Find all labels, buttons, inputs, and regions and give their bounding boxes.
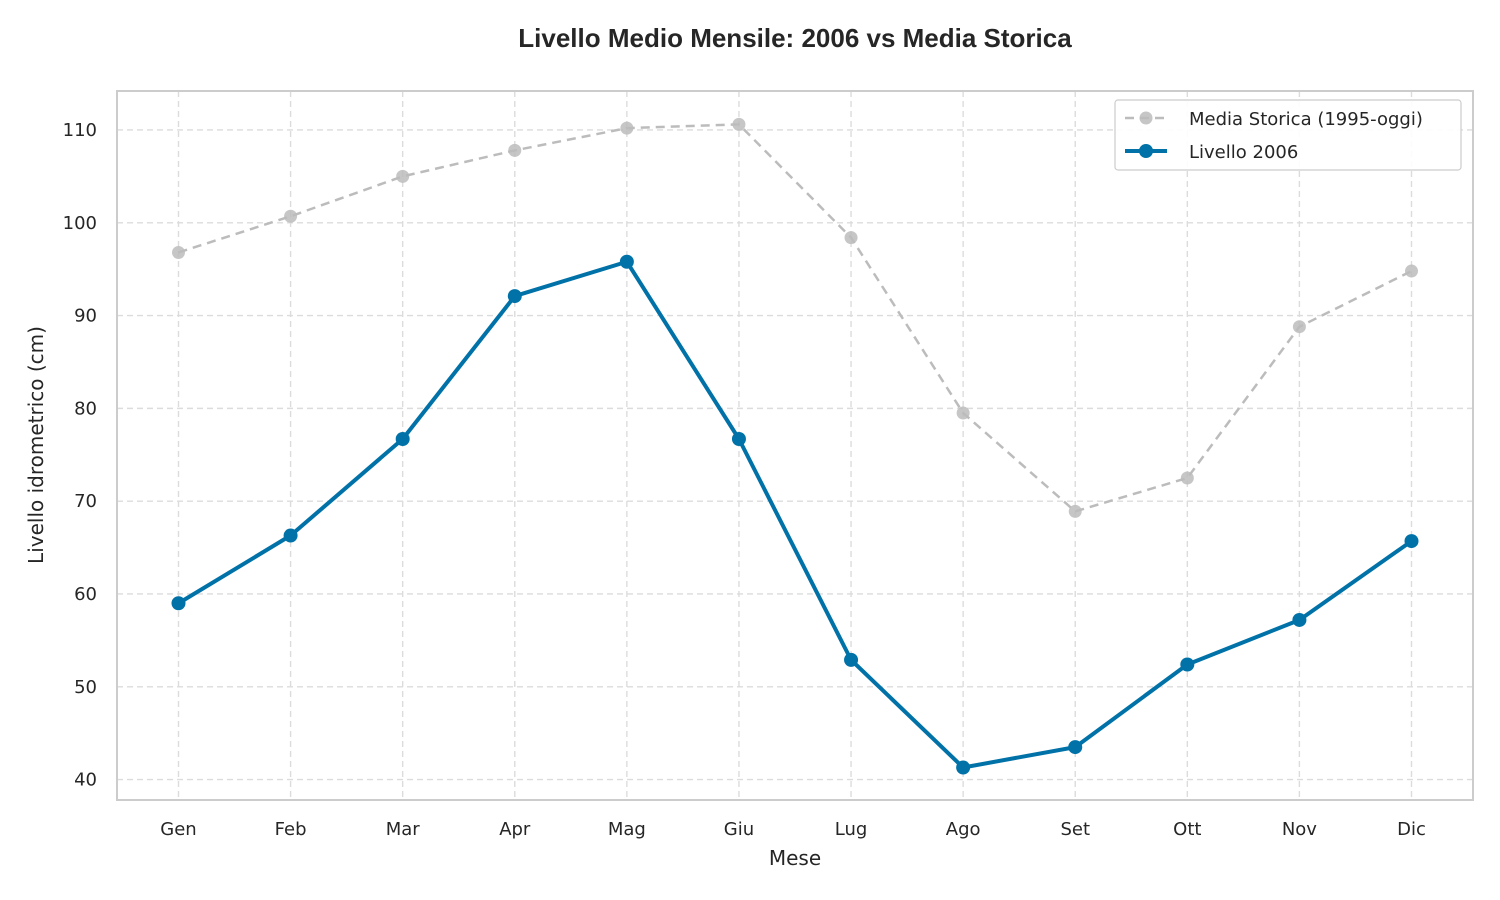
x-tick-label: Gen: [160, 819, 196, 840]
y-tick-label: 40: [74, 770, 97, 791]
x-tick-label: Dic: [1397, 819, 1426, 840]
series-layer: [171, 117, 1419, 775]
series-line: [178, 123, 1413, 513]
series-1: [172, 117, 1418, 518]
data-point: [956, 406, 970, 420]
series-line: [177, 259, 1413, 770]
x-tick-label: Nov: [1282, 819, 1317, 840]
data-point: [395, 432, 410, 447]
y-tick-label: 100: [63, 213, 97, 234]
data-point: [1180, 657, 1195, 672]
data-point: [1292, 320, 1306, 334]
data-point: [283, 528, 298, 543]
data-point: [1068, 740, 1083, 755]
data-point: [1405, 264, 1418, 278]
x-tick-label: Apr: [499, 819, 531, 840]
legend-label: Livello 2006: [1189, 142, 1298, 163]
data-point: [284, 209, 298, 223]
tick-labels: Gen Feb Mar Apr Mag Giu Lug Ago Set Ott Nov Dic 40 50…: [63, 120, 1426, 840]
data-point: [172, 245, 185, 259]
y-tick-label: 80: [74, 398, 97, 419]
data-point: [619, 254, 634, 269]
chart-title: Livello Medio Mensile: 2006 vs Media Sto…: [518, 23, 1072, 53]
data-point: [620, 121, 634, 135]
x-tick-label: Giu: [724, 819, 754, 840]
data-point: [956, 760, 971, 775]
legend-marker: [1139, 144, 1153, 158]
data-point: [1068, 504, 1082, 518]
x-tick-label: Mar: [386, 819, 421, 840]
y-axis-label: Livello idrometrico (cm): [24, 326, 48, 564]
x-tick-label: Lug: [835, 819, 868, 840]
data-point: [1180, 471, 1194, 485]
data-point: [732, 117, 746, 131]
y-tick-label: 110: [63, 120, 97, 141]
x-tick-label: Ott: [1173, 819, 1201, 840]
data-point: [396, 169, 410, 183]
legend-label: Media Storica (1995-oggi): [1189, 109, 1423, 130]
data-point: [1404, 534, 1419, 549]
legend-box: [1114, 99, 1462, 171]
x-tick-label: Feb: [275, 819, 307, 840]
grid-lines: [117, 91, 1473, 800]
x-axis-label: Mese: [769, 846, 821, 870]
y-tick-label: 60: [74, 584, 97, 605]
legend: Media Storica (1995-oggi) Livello 2006: [1114, 99, 1462, 171]
legend-marker: [1139, 111, 1153, 125]
y-tick-label: 90: [74, 306, 97, 327]
plot-frame: [116, 90, 1474, 801]
y-tick-label: 50: [74, 677, 97, 698]
x-tick-label: Ago: [946, 819, 981, 840]
data-point: [731, 432, 746, 447]
data-point: [508, 143, 522, 157]
x-tick-label: Mag: [608, 819, 646, 840]
data-point: [1292, 612, 1307, 627]
data-point: [171, 596, 186, 611]
x-tick-label: Set: [1060, 819, 1090, 840]
data-point: [507, 289, 522, 304]
series-2: [171, 254, 1419, 775]
data-point: [844, 231, 858, 245]
y-tick-label: 70: [74, 491, 97, 512]
data-point: [844, 652, 859, 667]
